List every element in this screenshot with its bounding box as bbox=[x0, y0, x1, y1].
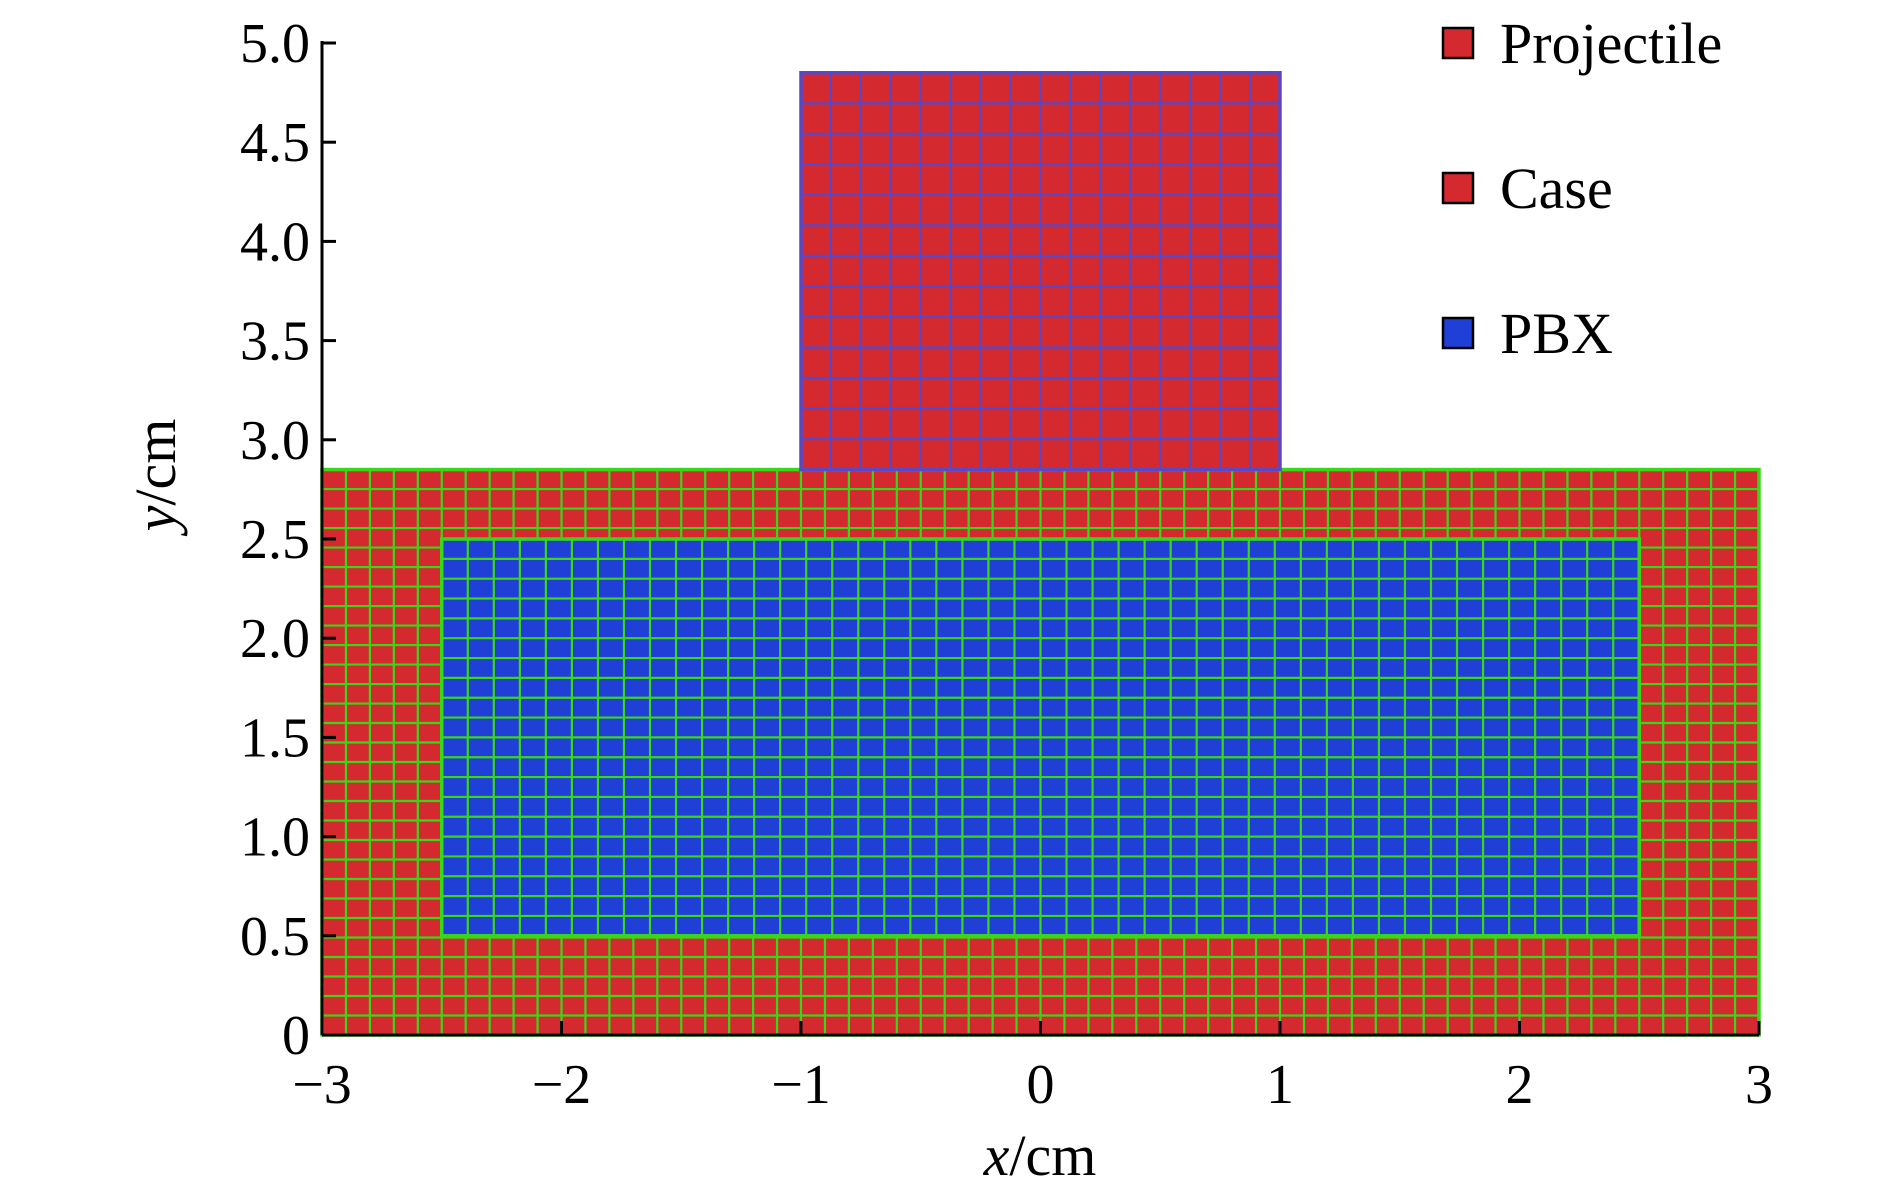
x-tick-label: −3 bbox=[292, 1054, 352, 1116]
y-tick-label: 0 bbox=[282, 1005, 310, 1067]
legend: Projectile Case PBX bbox=[1441, 11, 1722, 366]
region-pbx-mesh bbox=[441, 539, 1640, 936]
x-tick-label: −1 bbox=[771, 1054, 831, 1116]
legend-label-case: Case bbox=[1500, 156, 1613, 221]
y-tick-label: 5.0 bbox=[240, 13, 310, 75]
y-tick-label: 4.0 bbox=[240, 211, 310, 273]
region-projectile-border bbox=[799, 71, 1282, 472]
x-ticks: −3 −2 −1 0 1 2 3 bbox=[292, 1021, 1773, 1116]
x-tick-label: 2 bbox=[1506, 1054, 1534, 1116]
x-tick-label: 0 bbox=[1027, 1054, 1055, 1116]
x-tick-label: −2 bbox=[532, 1054, 592, 1116]
y-tick-label: 3.5 bbox=[240, 311, 310, 373]
region-projectile bbox=[799, 71, 1282, 472]
legend-label-projectile: Projectile bbox=[1500, 11, 1722, 76]
x-tick-label: 3 bbox=[1745, 1054, 1773, 1116]
x-axis-label: x/cm bbox=[983, 1123, 1097, 1188]
region-projectile-mesh bbox=[801, 72, 1280, 470]
x-tick-label: 1 bbox=[1266, 1054, 1294, 1116]
y-axis-label: y/cm bbox=[123, 419, 188, 537]
legend-swatch-projectile bbox=[1441, 26, 1475, 60]
axes: −3 −2 −1 0 1 2 3 0 0.5 1.0 1.5 2.0 2.5 3.0 3.5 4.0 4.5 5… bbox=[240, 13, 1773, 1116]
y-tick-label: 3.0 bbox=[240, 410, 310, 472]
y-tick-label: 2.5 bbox=[240, 509, 310, 571]
y-ticks: 0 0.5 1.0 1.5 2.0 2.5 3.0 3.5 4.0 4.5 5.0 bbox=[240, 13, 336, 1067]
region-pbx bbox=[440, 537, 1641, 938]
y-tick-label: 0.5 bbox=[240, 906, 310, 968]
y-tick-label: 1.5 bbox=[240, 707, 310, 769]
legend-swatch-pbx bbox=[1441, 316, 1475, 350]
y-tick-label: 1.0 bbox=[240, 807, 310, 869]
legend-swatch-case bbox=[1441, 171, 1475, 205]
material-regions bbox=[320, 71, 1761, 1037]
region-pbx-border bbox=[440, 537, 1641, 938]
legend-label-pbx: PBX bbox=[1500, 301, 1613, 366]
y-tick-label: 4.5 bbox=[240, 112, 310, 174]
y-tick-label: 2.0 bbox=[240, 608, 310, 670]
